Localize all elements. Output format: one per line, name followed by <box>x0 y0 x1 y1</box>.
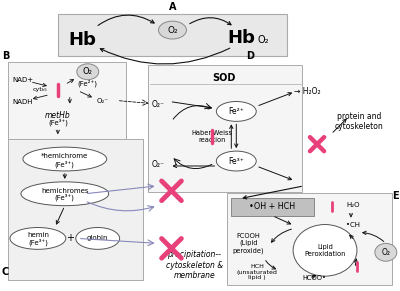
Text: O₂⁻: O₂⁻ <box>152 100 164 109</box>
Text: O₂⁻: O₂⁻ <box>97 97 109 104</box>
Text: O₂: O₂ <box>257 35 269 45</box>
Text: cytₕ₅: cytₕ₅ <box>32 87 47 92</box>
Ellipse shape <box>21 182 109 206</box>
Text: E: E <box>392 191 398 201</box>
Ellipse shape <box>76 228 120 249</box>
Text: (Fe²⁺): (Fe²⁺) <box>78 80 98 87</box>
Bar <box>58 14 287 56</box>
Bar <box>8 139 142 280</box>
Text: precipitation--
cytoskeleton &
membrane: precipitation-- cytoskeleton & membrane <box>166 250 223 280</box>
Text: Fe²⁺: Fe²⁺ <box>228 107 244 116</box>
Text: (Fe³⁺): (Fe³⁺) <box>55 160 75 168</box>
Text: D: D <box>246 51 254 61</box>
Text: NAD+: NAD+ <box>12 77 33 83</box>
Ellipse shape <box>375 243 397 261</box>
Ellipse shape <box>216 102 256 121</box>
Text: SOD: SOD <box>213 73 236 83</box>
Text: B: B <box>2 51 9 61</box>
Text: O₂⁻: O₂⁻ <box>152 159 164 168</box>
Text: C: C <box>2 267 9 277</box>
Text: → H₂O₂: → H₂O₂ <box>294 87 321 96</box>
Text: (Fe³⁺): (Fe³⁺) <box>48 119 68 126</box>
Ellipse shape <box>293 225 357 276</box>
Text: Haber-Weiss
reaction: Haber-Weiss reaction <box>192 130 233 143</box>
Text: HCOO•: HCOO• <box>302 275 326 281</box>
Text: Lipid
Peroxidation: Lipid Peroxidation <box>304 244 346 257</box>
Text: (Fe³⁺): (Fe³⁺) <box>28 239 48 246</box>
Text: HCH
(unsaturated
lipid ): HCH (unsaturated lipid ) <box>237 264 278 281</box>
Ellipse shape <box>216 151 256 171</box>
Text: hemin: hemin <box>27 233 49 238</box>
Bar <box>148 65 302 192</box>
Bar <box>8 62 126 139</box>
Ellipse shape <box>23 147 107 171</box>
Ellipse shape <box>77 64 99 80</box>
Text: (Fe³⁺): (Fe³⁺) <box>55 194 75 201</box>
Text: •CH: •CH <box>346 221 360 228</box>
Text: H₂O: H₂O <box>346 202 360 208</box>
Text: *hemichrome: *hemichrome <box>41 153 88 159</box>
Text: globin: globin <box>87 235 108 242</box>
Ellipse shape <box>158 21 186 39</box>
Text: O₂: O₂ <box>381 248 390 257</box>
Text: A: A <box>169 2 176 12</box>
Text: Hb: Hb <box>227 29 255 47</box>
Text: NADH: NADH <box>12 99 32 104</box>
Text: Hb: Hb <box>69 31 97 49</box>
Text: hemichromes: hemichromes <box>41 188 88 194</box>
Ellipse shape <box>10 228 66 249</box>
Bar <box>231 198 314 216</box>
Text: O₂: O₂ <box>167 26 178 35</box>
Bar <box>227 193 392 285</box>
Text: protein and
cytoskeleton: protein and cytoskeleton <box>334 112 383 131</box>
Text: metHb: metHb <box>45 111 71 120</box>
Text: O₂: O₂ <box>83 67 93 76</box>
Text: •OH + HCH: •OH + HCH <box>249 202 295 211</box>
Text: FCOOH
(Lipid
peroxide): FCOOH (Lipid peroxide) <box>232 233 264 254</box>
Text: Fe³⁺: Fe³⁺ <box>228 157 244 166</box>
Text: +: + <box>66 233 74 243</box>
